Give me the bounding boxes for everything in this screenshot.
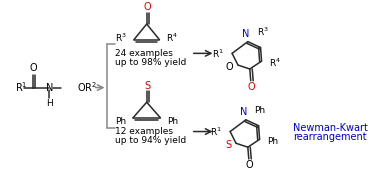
Text: N: N — [242, 29, 249, 39]
Text: Ph: Ph — [115, 117, 126, 126]
Text: O: O — [246, 160, 254, 170]
Text: O: O — [30, 63, 37, 73]
Text: H: H — [46, 99, 53, 108]
Text: Newman-Kwart: Newman-Kwart — [293, 123, 368, 133]
Text: O: O — [225, 62, 233, 72]
Text: N: N — [46, 83, 53, 93]
Text: S: S — [145, 81, 151, 91]
Text: $\mathregular{R^4}$: $\mathregular{R^4}$ — [166, 31, 178, 44]
Text: 12 examples: 12 examples — [115, 127, 173, 136]
Text: O: O — [248, 82, 256, 92]
Text: 24 examples: 24 examples — [115, 49, 173, 58]
Text: S: S — [225, 140, 231, 150]
Text: $\mathregular{R^1}$: $\mathregular{R^1}$ — [15, 81, 28, 94]
Text: Ph: Ph — [167, 117, 178, 126]
Text: $\mathregular{R^4}$: $\mathregular{R^4}$ — [270, 57, 281, 69]
Text: $\mathregular{R^3}$: $\mathregular{R^3}$ — [257, 26, 268, 38]
Text: up to 94% yield: up to 94% yield — [115, 136, 186, 145]
Text: rearrangement: rearrangement — [293, 132, 367, 142]
Text: $\mathregular{R^1}$: $\mathregular{R^1}$ — [212, 47, 224, 60]
Text: Ph: Ph — [254, 106, 265, 115]
Text: N: N — [240, 107, 248, 117]
Text: $\mathregular{R^1}$: $\mathregular{R^1}$ — [211, 125, 222, 138]
Text: O: O — [144, 2, 152, 12]
Text: $\mathregular{OR^2}$: $\mathregular{OR^2}$ — [77, 81, 97, 94]
Text: up to 98% yield: up to 98% yield — [115, 58, 187, 67]
Text: $\mathregular{R^3}$: $\mathregular{R^3}$ — [115, 31, 127, 44]
Text: Ph: Ph — [268, 137, 279, 146]
